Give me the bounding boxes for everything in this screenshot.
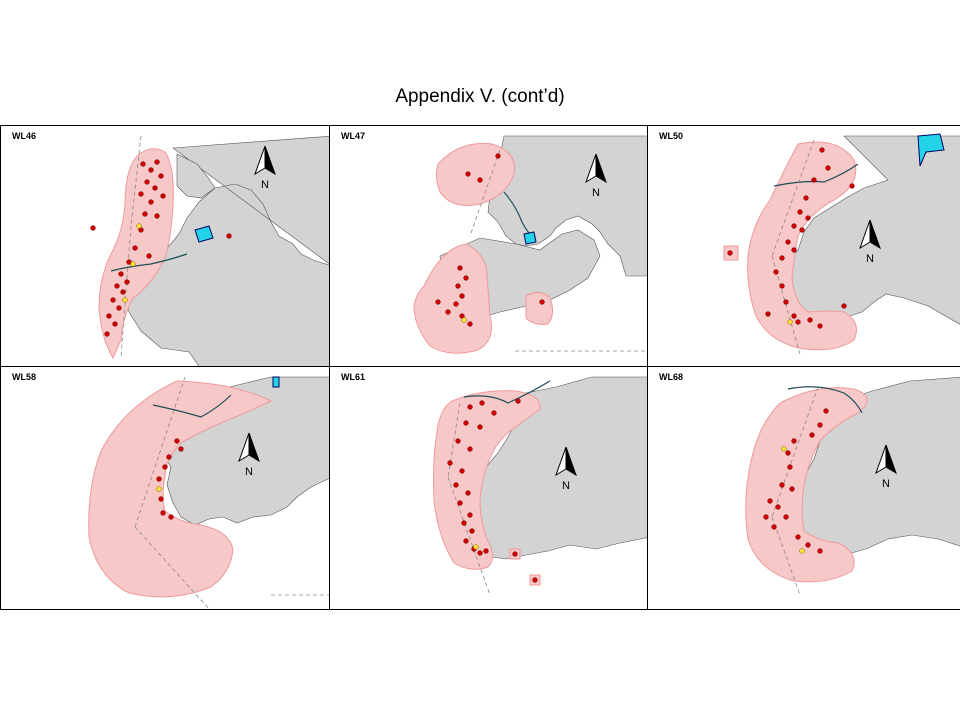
sighting-points-alt: [156, 486, 162, 492]
map-wl47: N: [413, 135, 648, 354]
sighting-points: [156, 438, 184, 520]
page-title: Appendix V. (cont’d): [395, 86, 565, 107]
map-panel-wl68: N WL68: [647, 366, 960, 610]
svg-text:N: N: [562, 480, 570, 492]
north-arrow-icon: N: [875, 444, 897, 490]
boundary-line: [469, 149, 501, 237]
svg-text:N: N: [866, 253, 874, 265]
cyan-feature: [272, 376, 280, 388]
route-line: [110, 253, 188, 272]
range-polygon: [745, 387, 868, 583]
route-line: [152, 394, 232, 418]
map-grid: N WL46: [0, 125, 960, 610]
panel-label: WL50: [659, 131, 684, 141]
map-wl68: N: [745, 376, 960, 596]
sighting-points: [435, 153, 545, 327]
sighting-points-alt: [781, 446, 805, 554]
route-line: [463, 380, 551, 404]
range-polygon: [88, 380, 273, 598]
north-arrow-icon: N: [254, 145, 276, 191]
boundary-line: [130, 135, 142, 227]
svg-text:N: N: [261, 179, 269, 191]
cyan-feature: [523, 231, 537, 245]
sighting-points: [90, 159, 232, 337]
sighting-points: [727, 147, 855, 329]
range-polygon: [433, 390, 541, 570]
north-arrow-icon: N: [585, 153, 607, 199]
land-mass: [124, 135, 330, 367]
range-polygon: [98, 148, 174, 360]
map-wl58: N: [88, 376, 330, 609]
boundary-line: [120, 225, 132, 357]
svg-text:N: N: [245, 466, 253, 478]
range-polygon: [435, 142, 516, 206]
sighting-points-alt: [122, 223, 142, 303]
map-wl46: N: [90, 135, 330, 367]
panel-label: WL46: [12, 131, 37, 141]
cyan-feature: [917, 133, 945, 167]
route-line: [787, 386, 863, 414]
boundary-line: [134, 376, 186, 528]
sighting-points-alt: [787, 319, 793, 325]
panel-label: WL47: [341, 131, 366, 141]
panel-label: WL68: [659, 372, 684, 382]
sighting-points: [447, 398, 538, 583]
map-panel-wl47: N WL47: [329, 125, 649, 368]
north-arrow-icon: N: [555, 446, 577, 492]
map-panel-wl46: N WL46: [0, 125, 331, 368]
sighting-points: [763, 408, 829, 554]
map-panel-wl58: N WL58: [0, 366, 331, 610]
map-panel-wl50: N WL50: [647, 125, 960, 368]
panel-label: WL58: [12, 372, 37, 382]
sighting-points-alt: [461, 317, 467, 323]
boundary-line: [447, 402, 461, 478]
map-wl50: N: [723, 133, 960, 355]
map-panel-wl61: N WL61: [329, 366, 649, 610]
route-line: [773, 163, 859, 187]
svg-text:N: N: [592, 187, 600, 199]
north-arrow-icon: N: [859, 219, 881, 265]
boundary-line: [771, 386, 819, 518]
cyan-feature: [194, 225, 214, 243]
panel-label: WL61: [341, 372, 366, 382]
land-mass: [176, 153, 216, 199]
north-arrow-icon: N: [238, 432, 260, 478]
boundary-line: [134, 526, 210, 609]
range-polygon: [413, 243, 492, 354]
range-polygon: [747, 141, 857, 351]
range-polygon: [525, 292, 554, 325]
svg-text:N: N: [882, 478, 890, 490]
map-wl61: N: [433, 376, 648, 596]
sighting-points-alt: [473, 544, 479, 550]
